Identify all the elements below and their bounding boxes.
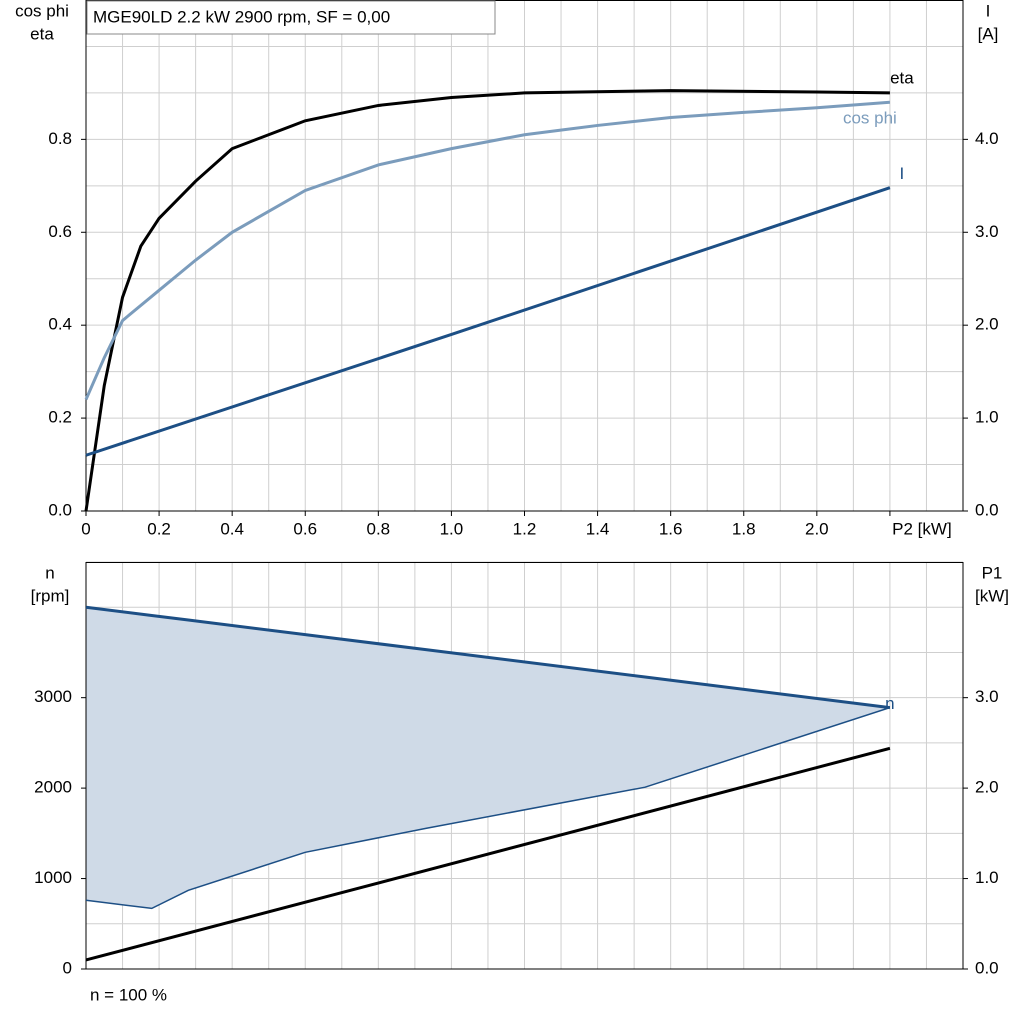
y2-tick-label: 0.0 xyxy=(975,958,999,977)
series-line xyxy=(85,746,891,962)
y-tick-label: 0.6 xyxy=(48,222,72,241)
x-tick-label: 2.0 xyxy=(805,519,829,538)
chart-title: MGE90LD 2.2 kW 2900 rpm, SF = 0,00 xyxy=(93,7,390,26)
x-tick-label: P2 [kW] xyxy=(892,519,952,538)
y-axis-title: [rpm] xyxy=(31,586,70,605)
y-axis-title: eta xyxy=(30,24,54,43)
x-tick-label: 1.2 xyxy=(513,519,537,538)
series-line xyxy=(84,100,891,401)
series-line xyxy=(85,706,891,910)
series-label: cos phi xyxy=(843,109,897,128)
y2-tick-label: 2.0 xyxy=(975,778,999,797)
x-tick-label: 0 xyxy=(81,519,90,538)
y-axis-title: n xyxy=(45,563,54,582)
y2-axis-title: I xyxy=(986,1,991,20)
x-tick-label: 0.8 xyxy=(367,519,391,538)
x-tick-label: 1.8 xyxy=(732,519,756,538)
footnote: n = 100 % xyxy=(90,985,167,1004)
y2-axis-title: [kW] xyxy=(975,586,1009,605)
series-line xyxy=(85,605,891,710)
plot-frame xyxy=(85,0,964,512)
y-tick-label: 3000 xyxy=(34,687,72,706)
series-line xyxy=(84,89,890,512)
y-tick-label: 0.4 xyxy=(48,315,72,334)
y2-tick-label: 1.0 xyxy=(975,868,999,887)
x-tick-label: 0.6 xyxy=(293,519,317,538)
y-tick-label: 1000 xyxy=(34,868,72,887)
series-label: n xyxy=(885,694,894,713)
y2-tick-label: 4.0 xyxy=(975,129,999,148)
y2-tick-label: 0.0 xyxy=(975,500,999,519)
x-tick-label: 1.4 xyxy=(586,519,610,538)
y-axis-title: cos phi xyxy=(15,1,69,20)
y2-tick-label: 1.0 xyxy=(975,408,999,427)
range-fill xyxy=(86,607,890,909)
x-tick-label: 0.4 xyxy=(220,519,244,538)
series-label: eta xyxy=(890,68,914,87)
y-tick-label: 0 xyxy=(63,958,72,977)
y2-axis-title: [A] xyxy=(978,24,999,43)
y-tick-label: 2000 xyxy=(34,778,72,797)
plot-frame xyxy=(85,562,964,970)
y-tick-label: 0.8 xyxy=(48,129,72,148)
y-tick-label: 0.0 xyxy=(48,500,72,519)
y2-axis-title: P1 xyxy=(982,563,1003,582)
y2-tick-label: 3.0 xyxy=(975,687,999,706)
y2-tick-label: 2.0 xyxy=(975,315,999,334)
title-box xyxy=(86,0,496,35)
y2-tick-label: 3.0 xyxy=(975,222,999,241)
x-tick-label: 1.6 xyxy=(659,519,683,538)
x-tick-label: 1.0 xyxy=(440,519,464,538)
series-label: I xyxy=(900,164,905,183)
series-line xyxy=(85,186,891,457)
x-tick-label: 0.2 xyxy=(147,519,171,538)
y-tick-label: 0.2 xyxy=(48,408,72,427)
